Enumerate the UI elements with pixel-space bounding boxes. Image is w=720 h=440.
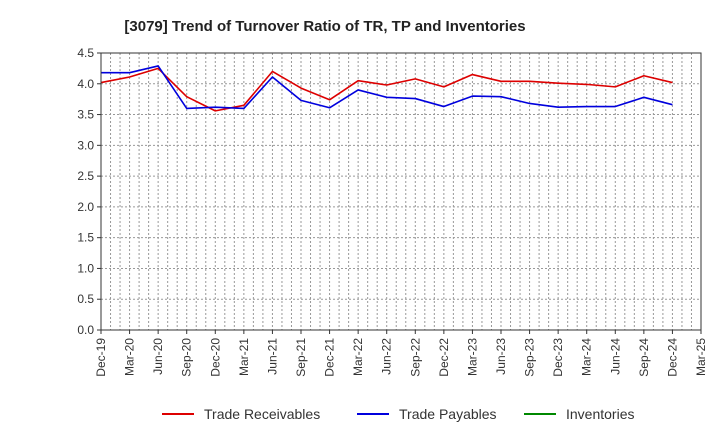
- y-tick-label: 0.0: [77, 323, 94, 337]
- x-tick-label: Dec-22: [437, 338, 451, 377]
- y-tick-label: 3.0: [77, 138, 94, 152]
- x-tick-label: Dec-19: [94, 338, 108, 377]
- x-tick-label: Dec-21: [323, 338, 337, 377]
- legend-label: Inventories: [566, 406, 634, 422]
- x-tick-label: Mar-22: [351, 338, 365, 376]
- y-tick-label: 4.5: [77, 46, 94, 60]
- x-tick-label: Mar-20: [123, 338, 137, 376]
- x-tick-label: Mar-24: [580, 338, 594, 376]
- y-tick-label: 4.0: [77, 77, 94, 91]
- y-tick-label: 1.0: [77, 261, 94, 275]
- x-tick-label: Jun-21: [265, 338, 279, 375]
- legend: Trade Receivables Trade Payables Inventori…: [162, 406, 634, 422]
- series-line-trade-payables: [101, 65, 673, 110]
- legend-label: Trade Receivables: [204, 406, 320, 422]
- x-tick-label: Dec-24: [665, 338, 679, 377]
- legend-label: Trade Payables: [399, 406, 497, 422]
- x-axis-ticks: Dec-19 Mar-20 Jun-20 Sep-20 Dec-20 Mar-21 Jun-…: [94, 330, 708, 377]
- x-tick-label: Dec-23: [551, 338, 565, 377]
- x-tick-label: Sep-20: [180, 338, 194, 377]
- y-tick-label: 3.5: [77, 108, 94, 122]
- chart-title: [3079] Trend of Turnover Ratio of TR, TP…: [124, 18, 525, 35]
- series-line-trade-receivables: [100, 67, 673, 112]
- grid-lines: [101, 53, 701, 330]
- x-tick-label: Jun-20: [151, 338, 165, 375]
- x-tick-label: Mar-21: [237, 338, 251, 376]
- series-lines: [100, 65, 673, 112]
- plot-area: [101, 53, 701, 330]
- x-tick-label: Dec-20: [208, 338, 222, 377]
- x-tick-label: Sep-21: [294, 338, 308, 377]
- x-tick-label: Mar-23: [465, 338, 479, 376]
- y-tick-label: 1.5: [77, 231, 94, 245]
- y-tick-label: 2.5: [77, 169, 94, 183]
- x-tick-label: Mar-25: [694, 338, 708, 376]
- y-axis-ticks: 0.0 0.5 1.0 1.5 2.0 2.5 3.0 3.5 4.0 4.5: [77, 46, 101, 337]
- plot-frame: [100, 52, 702, 331]
- x-tick-label: Jun-23: [494, 338, 508, 375]
- x-tick-label: Sep-23: [523, 338, 537, 377]
- x-tick-label: Sep-22: [408, 338, 422, 377]
- x-tick-label: Sep-24: [637, 338, 651, 377]
- x-tick-label: Jun-22: [380, 338, 394, 375]
- y-tick-label: 2.0: [77, 200, 94, 214]
- x-tick-label: Jun-24: [608, 338, 622, 375]
- y-tick-label: 0.5: [77, 292, 94, 306]
